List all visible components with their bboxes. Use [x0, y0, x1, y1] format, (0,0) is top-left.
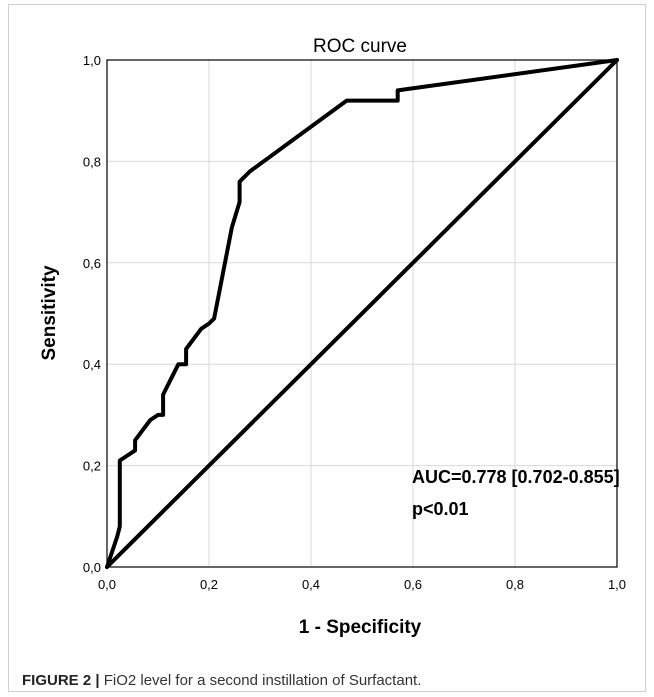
figure-caption: FIGURE 2 | FiO2 level for a second insti…	[22, 672, 421, 689]
y-tick-label: 0,0	[83, 560, 101, 575]
x-axis-label: 1 - Specificity	[299, 617, 422, 638]
y-axis-label: Sensitivity	[39, 265, 60, 360]
y-tick-label: 0,6	[83, 256, 101, 271]
x-tick-label: 0,2	[200, 577, 218, 592]
y-tick-label: 0,4	[83, 357, 101, 372]
roc-curve-line	[105, 58, 619, 569]
x-tick-label: 0,4	[302, 577, 320, 592]
plot-area	[106, 59, 618, 568]
caption-label: FIGURE 2 |	[22, 672, 100, 689]
reference-diagonal-line	[105, 58, 619, 569]
caption-text: FiO2 level for a second instillation of …	[99, 672, 422, 689]
chart-title: ROC curve	[313, 36, 407, 57]
auc-annotation: AUC=0.778 [0.702-0.855]	[412, 467, 620, 487]
x-tick-label: 0,0	[98, 577, 116, 592]
y-tick-label: 0,8	[83, 154, 101, 169]
p-value-annotation: p<0.01	[412, 499, 469, 519]
x-tick-label: 0,8	[506, 577, 524, 592]
x-tick-label: 0,6	[404, 577, 422, 592]
y-tick-label: 0,2	[83, 459, 101, 474]
x-tick-label: 1,0	[608, 577, 626, 592]
y-tick-label: 1,0	[83, 53, 101, 68]
